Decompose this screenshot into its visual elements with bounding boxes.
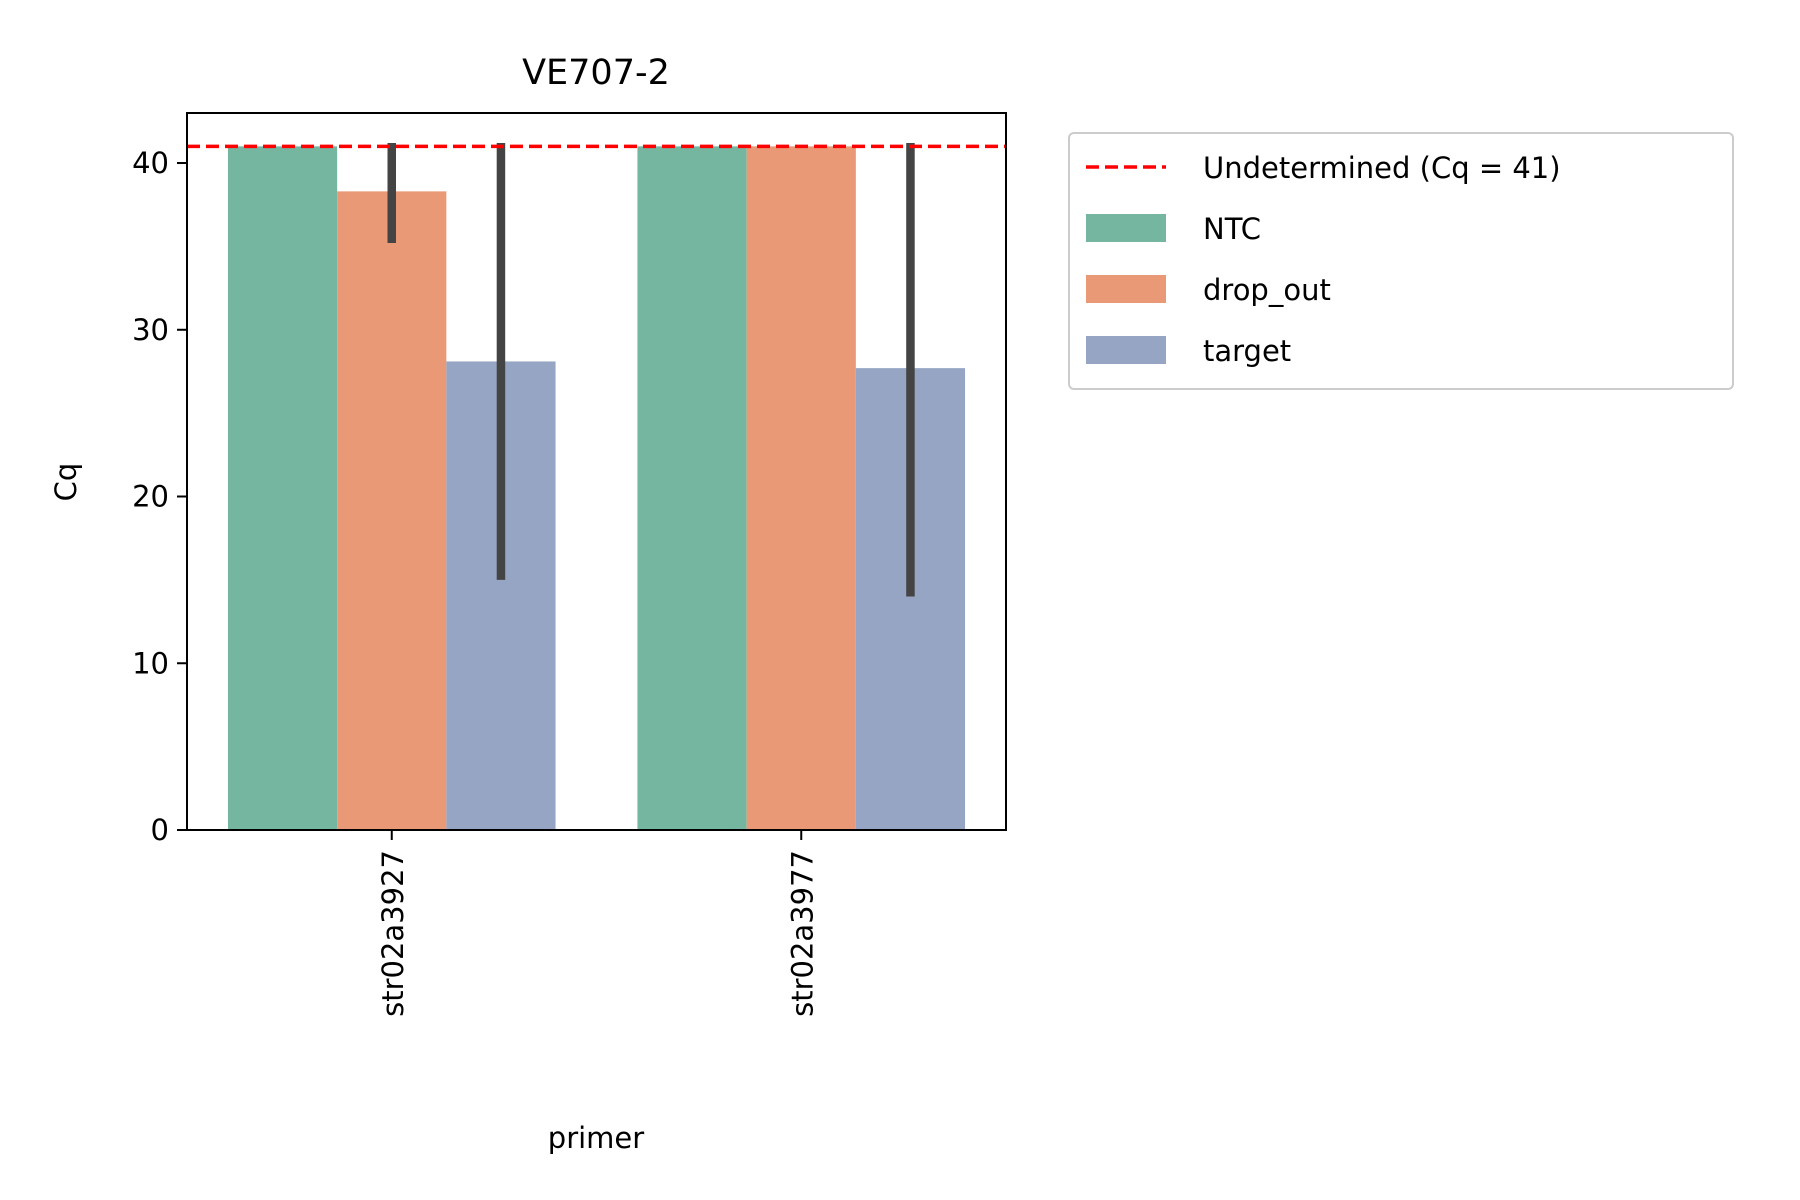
legend-swatch-drop-out xyxy=(1086,275,1166,303)
bar-drop-out-1 xyxy=(337,191,447,831)
plot-area xyxy=(187,143,1006,831)
x-tick-label: str02a3977 xyxy=(785,850,819,1017)
x-tick-label: str02a3927 xyxy=(376,850,410,1017)
y-tick-label: 30 xyxy=(132,313,169,347)
legend-label: Undetermined (Cq = 41) xyxy=(1203,151,1561,185)
bar-NTC-2 xyxy=(637,146,747,831)
y-axis-label: Cq xyxy=(49,463,83,502)
legend-frame xyxy=(1068,132,1734,390)
axes: 0 10 20 30 40 str02a3927 str02a3977 xyxy=(132,112,1007,1017)
bar-drop-out-2 xyxy=(746,146,856,831)
y-tick-label: 40 xyxy=(132,146,169,180)
legend-label: target xyxy=(1203,334,1291,368)
y-tick-label: 10 xyxy=(132,646,169,680)
axes-frame xyxy=(186,112,1007,831)
y-tick-label: 0 xyxy=(151,813,169,847)
legend-swatch-NTC xyxy=(1086,214,1166,242)
legend-swatch-target xyxy=(1086,336,1166,364)
legend-label: drop_out xyxy=(1203,273,1331,307)
chart-title: VE707-2 xyxy=(522,53,670,93)
legend-label: NTC xyxy=(1203,212,1261,246)
bar-NTC-1 xyxy=(227,146,338,831)
x-axis-label: primer xyxy=(548,1121,644,1155)
y-tick-label: 20 xyxy=(132,480,169,514)
